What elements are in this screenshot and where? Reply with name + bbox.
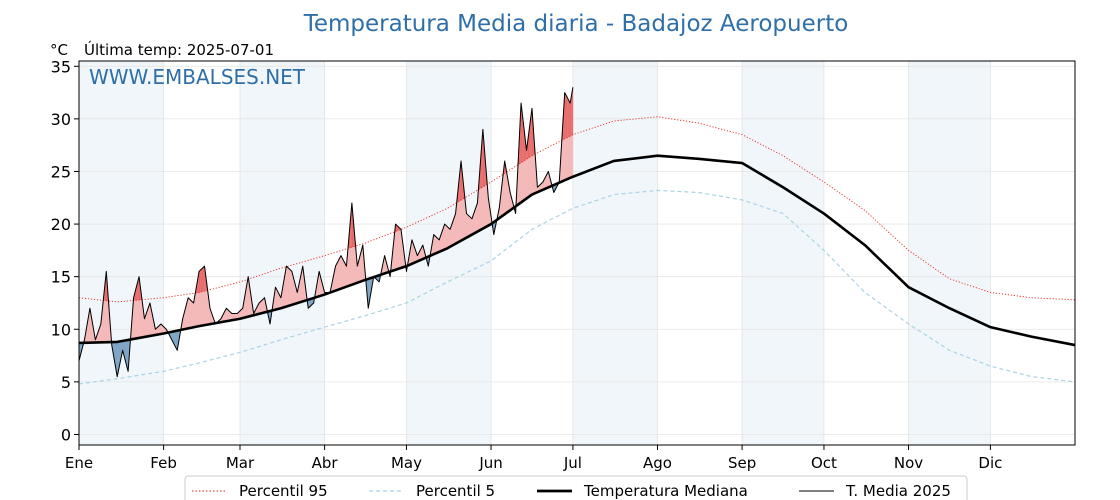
fill-above-median — [339, 255, 342, 290]
fill-above-median — [226, 307, 228, 322]
y-tick-label: 0 — [61, 425, 71, 444]
x-tick-label: Oct — [811, 454, 837, 472]
fill-above-median — [445, 224, 448, 250]
fill-above-median — [447, 226, 449, 249]
fill-above-median — [396, 224, 399, 270]
fill-above-median — [434, 235, 437, 254]
y-tick-label: 15 — [51, 268, 71, 287]
series-line-1 — [78, 189, 1076, 385]
fill-above-median — [433, 234, 436, 255]
legend: Percentil 95 Percentil 5 Temperatura Med… — [184, 475, 968, 500]
x-axis: Ene Feb Mar Abr May Jun Jul Ago Sep Oct Nov Dic — [65, 445, 1002, 472]
series-line-2 — [78, 154, 1076, 347]
watermark: WWW.EMBALSES.NET — [89, 65, 306, 89]
fill-above-median — [189, 298, 192, 329]
fill-above-median — [262, 297, 265, 314]
fill-above-median — [436, 236, 439, 254]
chart-title: Temperatura Media diaria - Badajoz Aerop… — [303, 11, 849, 37]
month-band-jul — [572, 61, 658, 445]
x-tick-label: Dic — [978, 454, 1002, 472]
fill-above-median — [342, 258, 344, 289]
fill-above-median — [466, 213, 469, 239]
y-tick-label: 25 — [51, 162, 71, 181]
grid-lines — [78, 61, 1075, 445]
fill-above-median — [287, 266, 290, 307]
unit-label: °C — [50, 41, 68, 59]
fill-above-median — [399, 227, 402, 269]
fill-above-median — [437, 238, 440, 253]
fill-above-p95 — [201, 266, 204, 293]
fill-above-median — [275, 287, 278, 310]
series-line-3 — [78, 87, 574, 378]
fill-above-median — [290, 269, 293, 306]
fill-above-median — [469, 215, 471, 237]
fill-above-p95 — [567, 97, 570, 138]
fill-above-p95 — [564, 92, 567, 140]
series-line-0 — [78, 116, 1076, 303]
legend-label-2025: T. Media 2025 — [845, 482, 951, 500]
fill-above-median — [344, 263, 347, 288]
y-axis: 0 5 10 15 20 25 30 35 — [51, 57, 79, 444]
fill-above-p95 — [202, 265, 205, 292]
fill-above-median — [444, 223, 447, 250]
fill-above-median — [340, 255, 343, 289]
x-tick-label: May — [391, 454, 422, 472]
fill-above-median — [260, 299, 263, 314]
month-bands — [79, 61, 991, 445]
fill-above-p95 — [565, 95, 568, 139]
fill-above-median — [192, 301, 194, 328]
month-band-nov — [908, 61, 991, 445]
fill-above-median — [343, 260, 346, 288]
x-tick-label: Mar — [226, 454, 255, 472]
y-tick-label: 10 — [51, 320, 71, 339]
x-tick-label: Abr — [312, 454, 339, 472]
x-tick-label: Feb — [150, 454, 177, 472]
x-tick-label: Nov — [894, 454, 923, 472]
fill-above-median — [288, 268, 291, 306]
month-band-mar — [239, 61, 325, 445]
fill-above-median — [398, 226, 400, 270]
fill-above-median — [190, 299, 193, 329]
fill-above-p95 — [568, 100, 571, 138]
x-tick-label: Ene — [65, 454, 93, 472]
last-temp-label: Última temp: 2025-07-01 — [84, 40, 274, 59]
plot-frame — [78, 60, 1076, 446]
x-tick-label: Ago — [643, 454, 672, 472]
month-band-ene — [79, 61, 164, 445]
y-tick-label: 30 — [51, 110, 71, 129]
fill-above-median — [261, 298, 264, 314]
fill-above-median — [187, 297, 190, 329]
fill-above-median — [148, 302, 151, 337]
legend-label-median: Temperatura Mediana — [583, 482, 748, 500]
fill-above-p95 — [198, 269, 201, 293]
series-lines — [78, 87, 1076, 385]
fill-above-median — [286, 265, 288, 307]
y-tick-label: 5 — [61, 373, 71, 392]
fill-above-median — [470, 217, 473, 236]
x-tick-label: Jul — [563, 454, 582, 472]
legend-box — [184, 475, 968, 500]
fill-above-median — [467, 214, 470, 238]
fill-above-median — [336, 260, 339, 291]
fill-above-median — [448, 227, 451, 248]
fill-above-p95 — [200, 268, 202, 293]
legend-label-p5: Percentil 5 — [416, 482, 495, 500]
legend-label-p95: Percentil 95 — [239, 482, 328, 500]
y-tick-label: 20 — [51, 215, 71, 234]
fill-above-median — [338, 258, 340, 290]
y-tick-label: 35 — [51, 57, 71, 76]
month-band-sep — [742, 61, 824, 445]
x-tick-label: Jun — [478, 454, 502, 472]
x-tick-label: Sep — [728, 454, 756, 472]
